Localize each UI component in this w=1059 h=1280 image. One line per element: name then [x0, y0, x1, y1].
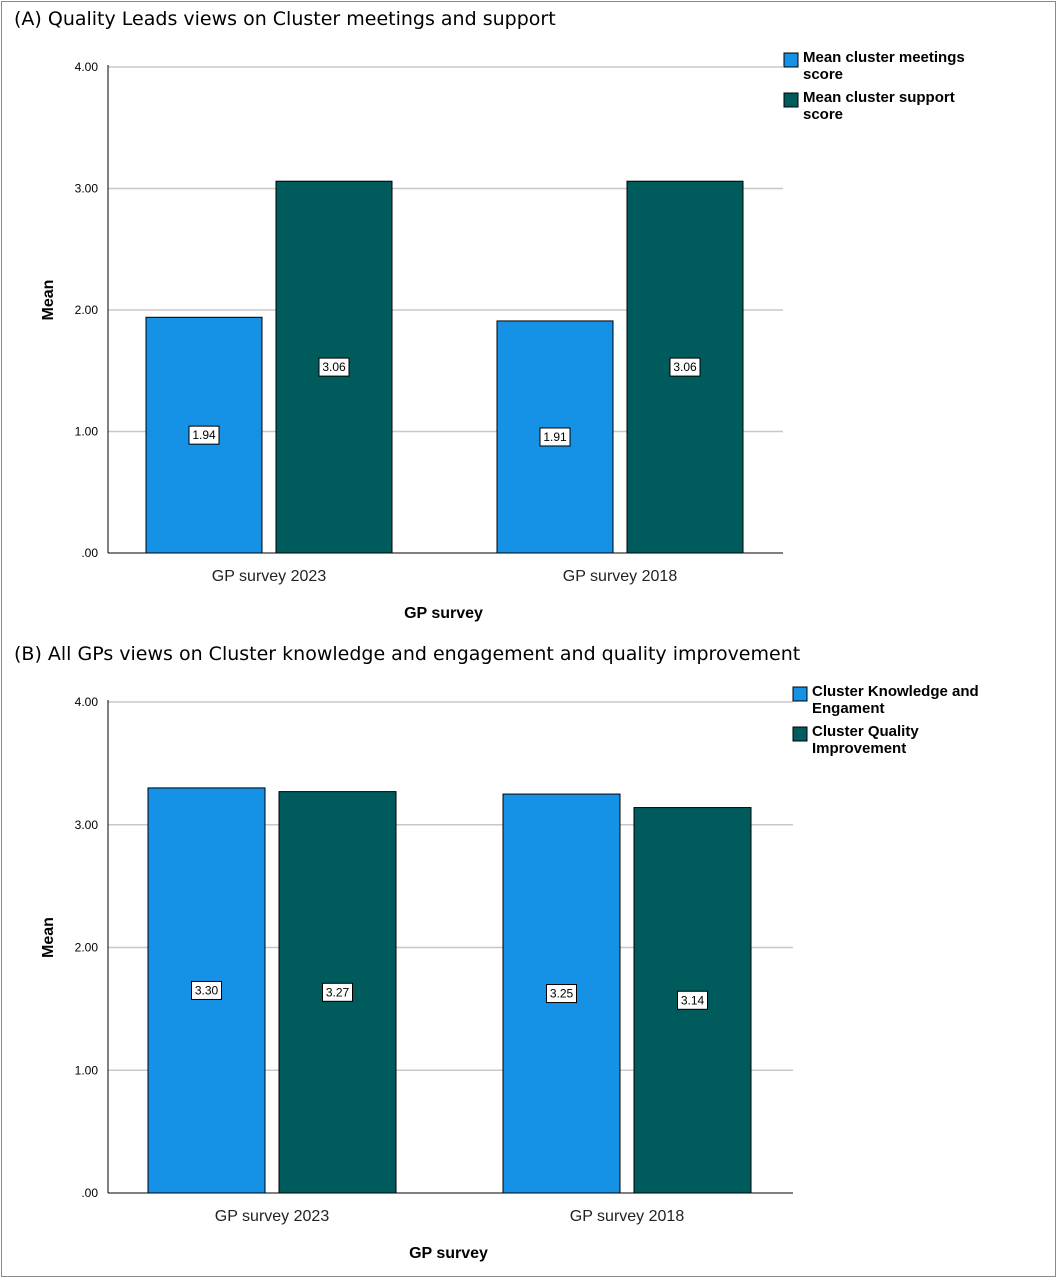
- data-label: 3.06: [673, 360, 697, 374]
- panel-a-title: (A) Quality Leads views on Cluster meeti…: [14, 8, 556, 30]
- legend-label: Cluster Quality: [812, 723, 919, 740]
- data-label-box: [191, 980, 222, 1000]
- data-label: 3.30: [195, 983, 219, 997]
- y-axis-title: Mean: [40, 280, 57, 321]
- data-label-box: [539, 427, 571, 447]
- x-tick-label: GP survey 2023: [212, 568, 327, 585]
- data-label-box: [669, 357, 701, 377]
- y-tick-label: 4.00: [75, 695, 99, 709]
- legend-swatch: [783, 52, 799, 68]
- legend-swatch: [792, 726, 808, 742]
- x-axis-title: GP survey: [409, 1245, 488, 1262]
- legend-label: Improvement: [812, 740, 906, 757]
- legend-swatch: [783, 92, 799, 108]
- legend-label: Engament: [812, 700, 885, 717]
- data-label: 3.06: [322, 360, 346, 374]
- legend-label: score: [803, 66, 843, 83]
- y-tick-label: 1.00: [75, 425, 99, 439]
- legend-swatch: [792, 686, 808, 702]
- data-label-box: [318, 357, 350, 377]
- y-tick-label: 4.00: [75, 60, 99, 74]
- y-tick-label: 1.00: [75, 1063, 99, 1077]
- y-tick-label: .00: [81, 546, 98, 560]
- data-label: 3.14: [681, 993, 705, 1007]
- y-tick-label: 2.00: [75, 941, 99, 955]
- chart-panel-a: .00 1.00 2.00 3.00 4.00 1.94 1.91 3.06 3.06 GP su…: [40, 49, 965, 622]
- x-tick-label: GP survey 2018: [570, 1208, 685, 1225]
- data-label-box: [677, 990, 708, 1010]
- y-axis-title: Mean: [40, 917, 57, 958]
- data-label: 1.91: [543, 430, 567, 444]
- legend-label: Mean cluster support: [803, 89, 955, 106]
- data-label-box: [322, 982, 353, 1002]
- x-axis-title: GP survey: [404, 605, 483, 622]
- data-label-box: [188, 425, 220, 445]
- data-label: 1.94: [192, 428, 216, 442]
- bar: [147, 787, 266, 1194]
- legend-label: score: [803, 106, 843, 123]
- panel-b-title: (B) All GPs views on Cluster knowledge a…: [14, 643, 801, 665]
- data-label-box: [546, 984, 577, 1004]
- y-tick-label: 2.00: [75, 303, 99, 317]
- data-label: 3.27: [326, 985, 350, 999]
- y-tick-label: 3.00: [75, 818, 99, 832]
- legend-label: Mean cluster meetings: [803, 49, 965, 66]
- y-tick-label: .00: [81, 1186, 98, 1200]
- x-tick-label: GP survey 2023: [215, 1208, 330, 1225]
- x-tick-label: GP survey 2018: [563, 568, 678, 585]
- legend-label: Cluster Knowledge and: [812, 683, 979, 700]
- y-tick-label: 3.00: [75, 182, 99, 196]
- data-label: 3.25: [550, 987, 574, 1001]
- chart-panel-b: .00 1.00 2.00 3.00 4.00 3.30 3.25 3.27 3.14 GP su…: [40, 683, 979, 1262]
